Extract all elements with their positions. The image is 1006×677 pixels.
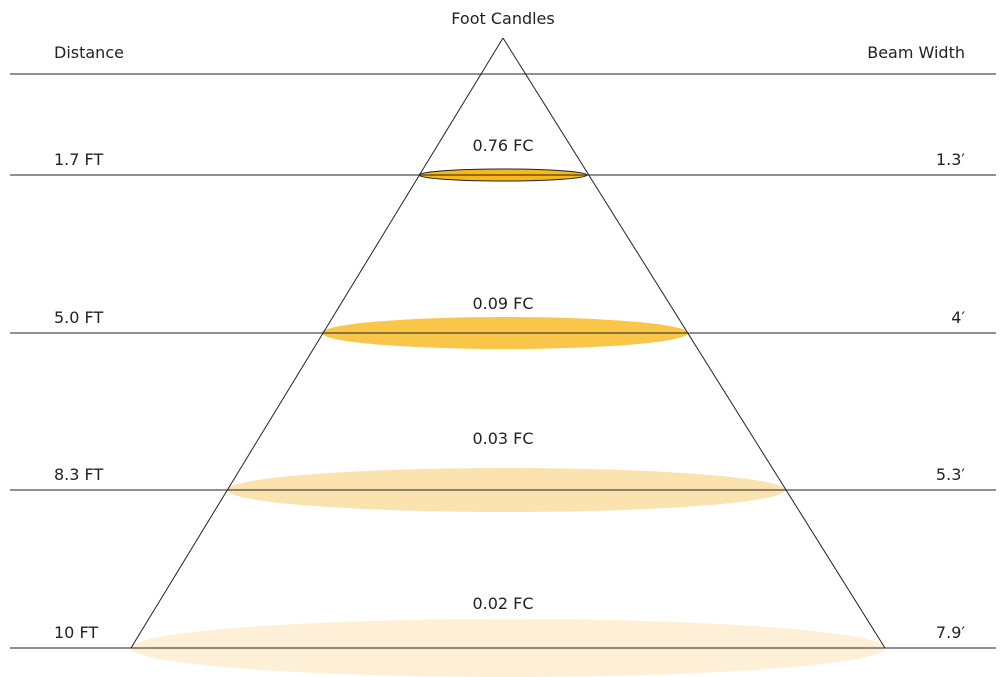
beam-width-label-1: 1.3′ xyxy=(936,150,965,169)
fc-label-3: 0.03 FC xyxy=(472,429,533,448)
cone-left-edge xyxy=(130,37,504,649)
beam-width-label-4: 7.9′ xyxy=(936,623,965,642)
foot-candles-header: Foot Candles xyxy=(451,9,554,28)
beam-width-label-2: 4′ xyxy=(951,308,965,327)
fc-label-4: 0.02 FC xyxy=(472,594,533,613)
distance-label-1: 1.7 FT xyxy=(54,150,103,169)
cone-right-edge xyxy=(502,37,886,649)
fc-label-2: 0.09 FC xyxy=(472,294,533,313)
distance-label-2: 5.0 FT xyxy=(54,308,103,327)
beam-width-label-3: 5.3′ xyxy=(936,465,965,484)
distance-header: Distance xyxy=(54,43,124,62)
beam-width-header: Beam Width xyxy=(867,43,965,62)
distance-label-4: 10 FT xyxy=(54,623,98,642)
fc-label-1: 0.76 FC xyxy=(472,136,533,155)
distance-label-3: 8.3 FT xyxy=(54,465,103,484)
